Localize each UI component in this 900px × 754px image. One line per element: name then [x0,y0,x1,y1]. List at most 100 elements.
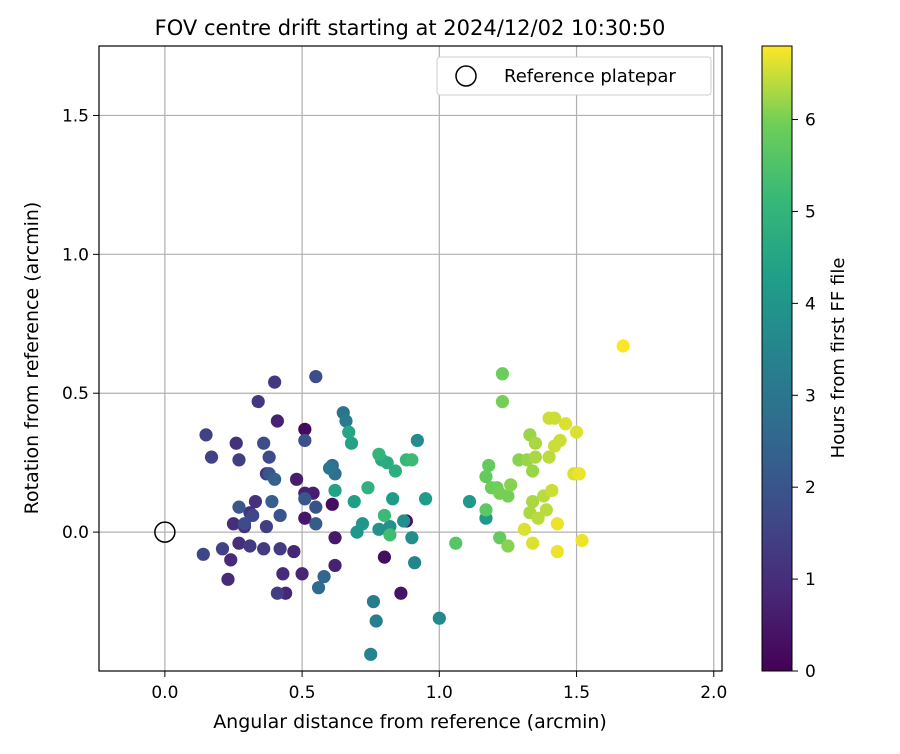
scatter-point [449,536,463,550]
y-tick-label: 1.0 [62,245,89,265]
scatter-point [232,536,246,550]
scatter-point [268,375,282,389]
x-axis-ticks: 0.0 0.5 1.0 1.5 2.0 [151,671,727,703]
colorbar-tick-label: 3 [805,386,816,406]
legend: Reference platepar [436,56,712,96]
scatter-point [309,500,323,514]
legend-label: Reference platepar [504,66,676,87]
scatter-point [526,464,540,478]
scatter-point [273,542,287,556]
scatter-point [317,569,331,584]
colorbar-tick-label: 6 [805,111,816,131]
scatter-point [237,517,252,531]
y-axis-ticks: 0.0 0.5 1.0 1.5 [62,106,99,543]
scatter-point [493,531,507,545]
scatter-point [539,503,553,517]
scatter-point [309,517,323,531]
chart-title: FOV centre drift starting at 2024/12/02 … [155,16,666,40]
scatter-point [355,517,370,531]
scatter-point [224,553,238,567]
colorbar-ticks: 0 1 2 3 4 5 6 [792,111,816,682]
colorbar-tick-label: 4 [805,294,816,314]
scatter-point [383,528,397,542]
scatter-point [482,458,496,473]
scatter-point [287,544,301,559]
colorbar-gradient [761,45,793,672]
scatter-point [369,614,383,628]
scatter-point [328,558,342,573]
plot-area [99,46,722,671]
x-tick-label: 0.0 [151,683,178,703]
scatter-point [517,522,531,536]
scatter-point [575,533,589,548]
scatter-point [270,414,284,428]
colorbar: 0 1 2 3 4 5 6 Hours from first FF file [761,45,849,682]
scatter-point [526,494,540,509]
scatter-point [248,494,263,509]
scatter-point [270,586,284,600]
x-tick-label: 1.5 [563,683,590,703]
scatter-point [268,472,282,486]
scatter-point [215,542,230,556]
scatter-point [553,433,567,448]
scatter-point [196,547,210,561]
scatter-point [550,544,564,559]
y-axis-label: Rotation from reference (arcmin) [21,202,43,515]
scatter-point [545,483,559,498]
scatter-point [405,453,419,467]
scatter-point [501,489,515,503]
scatter-point [364,647,378,661]
scatter-point [259,519,274,534]
y-tick-label: 0.0 [62,523,89,543]
scatter-point [298,422,312,436]
scatter-point [616,339,630,353]
scatter-point [569,425,584,439]
scatter-point [339,414,353,428]
scatter-point [380,456,394,470]
scatter-point [257,436,271,450]
scatter-point [372,447,386,461]
scatter-point [328,483,342,498]
scatter-point [501,539,515,553]
scatter-point [377,550,392,564]
y-tick-label: 0.5 [62,384,89,404]
scatter-point [408,556,422,570]
scatter-point [290,472,304,486]
scatter-point [347,494,361,509]
scatter-point [432,611,446,625]
scatter-point [229,436,243,450]
scatter-point [528,436,542,450]
colorbar-label: Hours from first FF file [828,258,849,459]
scatter-point [531,511,545,525]
plot-frame [98,45,723,672]
scatter-point [265,494,279,509]
scatter-point [344,436,359,450]
scatter-point [410,433,424,448]
scatter-point [366,594,381,609]
scatter-point [462,494,477,509]
scatter-point [479,469,493,484]
legend-marker [455,65,477,87]
scatter-point [328,531,342,545]
scatter-point [394,586,408,600]
scatter-point [243,539,257,553]
scatter-point [388,464,403,478]
scatter-point [542,450,556,464]
scatter-point [405,531,419,545]
x-axis-label: Angular distance from reference (arcmin) [213,711,607,733]
scatter-point [342,425,356,439]
scatter-point [377,508,392,523]
y-tick-label: 1.5 [62,106,89,126]
scatter-point [232,500,246,514]
scatter-point [558,417,573,431]
scatter-point [479,503,493,517]
scatter-point [386,492,400,506]
scatter-point [495,367,510,381]
scatter-point [298,492,312,506]
scatter-point [273,508,287,523]
scatter-point [295,567,309,581]
scatter-point [232,453,246,467]
x-tick-label: 1.0 [426,683,453,703]
colorbar-tick-label: 2 [805,478,816,498]
scatter-point [572,467,586,481]
